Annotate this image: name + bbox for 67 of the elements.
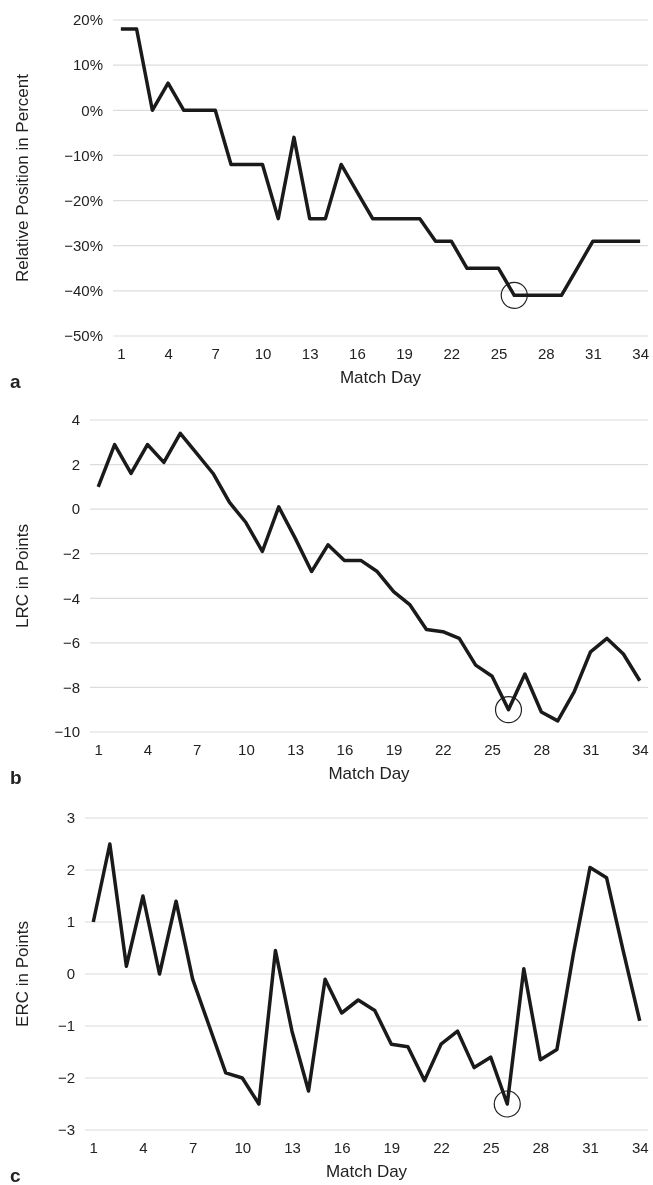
- y-tick-label: 20%: [72, 11, 103, 29]
- y-tick-label: 0%: [81, 101, 103, 119]
- x-tick-label: 19: [385, 740, 403, 758]
- x-tick-label: 4: [164, 344, 173, 362]
- y-tick-label: −10: [54, 723, 80, 741]
- x-tick-label: 16: [333, 1138, 351, 1156]
- y-tick-label: −30%: [64, 237, 103, 255]
- x-tick-label: 25: [482, 1138, 500, 1156]
- x-tick-label: 13: [301, 344, 319, 362]
- x-tick-label: 34: [632, 344, 649, 362]
- x-tick-label: 4: [139, 1138, 148, 1156]
- text: b: [10, 767, 22, 788]
- y-tick-label: −1: [57, 1017, 75, 1035]
- text: c: [10, 1165, 21, 1185]
- y-tick-label: 4: [71, 411, 80, 429]
- y-tick-label: 0: [71, 500, 80, 518]
- y-tick-label: −20%: [64, 191, 103, 209]
- x-tick-label: 34: [631, 1138, 649, 1156]
- x-tick-label: 25: [490, 344, 508, 362]
- x-tick-label: 31: [582, 1138, 599, 1156]
- x-tick-label: 34: [631, 740, 649, 758]
- x-tick-label: 28: [537, 344, 555, 362]
- x-tick-label: 31: [582, 740, 600, 758]
- text: a: [10, 371, 21, 392]
- line-series: [96, 431, 642, 724]
- y-axis-title: Relative Position in Percent: [13, 73, 32, 282]
- y-tick-label: 2: [71, 455, 80, 473]
- y-tick-label: 10%: [72, 56, 103, 74]
- x-tick-label: 16: [336, 740, 354, 758]
- y-tick-label: −4: [62, 589, 80, 607]
- y-tick-label: −3: [57, 1121, 75, 1139]
- x-tick-label: 7: [193, 740, 202, 758]
- x-tick-label: 7: [211, 344, 220, 362]
- y-tick-label: −2: [62, 545, 80, 563]
- x-tick-label: 22: [435, 740, 452, 758]
- x-tick-label: 1: [117, 344, 126, 362]
- x-tick-label: 13: [287, 740, 304, 758]
- y-axis-title: LRC in Points: [13, 524, 32, 628]
- x-tick-label: 19: [383, 1138, 401, 1156]
- x-tick-label: 13: [284, 1138, 301, 1156]
- x-tick-label: 25: [484, 740, 501, 758]
- x-tick-label: 28: [533, 740, 551, 758]
- y-tick-label: −8: [62, 678, 80, 696]
- y-tick-label: 3: [66, 809, 75, 827]
- x-tick-label: 10: [254, 344, 272, 362]
- x-tick-label: 16: [349, 344, 366, 362]
- x-tick-label: 4: [143, 740, 153, 758]
- x-tick-label: 7: [188, 1138, 198, 1156]
- y-tick-label: −6: [62, 634, 80, 652]
- x-axis-title: Match Day: [339, 368, 422, 387]
- x-axis-title: Match Day: [325, 1162, 408, 1181]
- x-tick-label: 28: [532, 1138, 550, 1156]
- x-tick-label: 10: [234, 1138, 252, 1156]
- y-tick-label: −2: [57, 1069, 75, 1087]
- x-tick-label: 19: [396, 344, 413, 362]
- y-tick-label: 0: [66, 965, 75, 983]
- x-tick-label: 31: [585, 344, 602, 362]
- y-axis-title: ERC in Points: [13, 921, 32, 1027]
- x-tick-label: 22: [443, 344, 461, 362]
- x-tick-label: 10: [238, 740, 255, 758]
- y-tick-label: −10%: [64, 146, 103, 164]
- y-tick-label: 1: [66, 913, 75, 931]
- x-tick-label: 22: [433, 1138, 450, 1156]
- y-tick-label: 2: [66, 861, 75, 879]
- y-tick-label: −40%: [64, 282, 103, 300]
- y-tick-label: −50%: [64, 327, 103, 345]
- x-axis-title: Match Day: [328, 764, 411, 783]
